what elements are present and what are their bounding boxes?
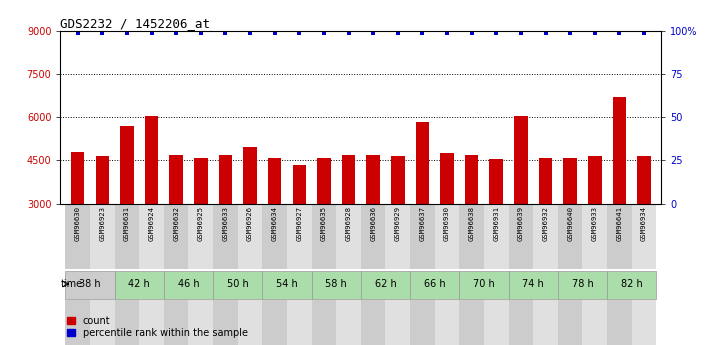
FancyBboxPatch shape [114, 204, 139, 345]
FancyBboxPatch shape [631, 204, 656, 345]
Bar [391, 156, 405, 204]
Text: 50 h: 50 h [227, 279, 249, 289]
Bar [145, 116, 159, 204]
FancyBboxPatch shape [90, 204, 114, 345]
Bar [613, 97, 626, 204]
Bar [440, 153, 454, 204]
Bar [539, 158, 552, 204]
FancyBboxPatch shape [237, 204, 262, 345]
Bar [213, 270, 262, 298]
Bar [459, 270, 508, 298]
FancyBboxPatch shape [410, 204, 434, 345]
Text: 58 h: 58 h [326, 279, 347, 289]
Bar [514, 116, 528, 204]
Bar [71, 152, 85, 204]
Bar [410, 270, 459, 298]
Bar [95, 156, 109, 204]
Text: time: time [61, 279, 83, 289]
Text: 42 h: 42 h [129, 279, 150, 289]
Bar [311, 270, 361, 298]
Bar [563, 158, 577, 204]
FancyBboxPatch shape [262, 204, 287, 345]
Text: 78 h: 78 h [572, 279, 593, 289]
FancyBboxPatch shape [484, 204, 508, 345]
Bar [416, 122, 429, 204]
Bar [169, 155, 183, 204]
FancyBboxPatch shape [533, 204, 558, 345]
Bar [114, 270, 164, 298]
Bar [637, 156, 651, 204]
Bar [465, 155, 479, 204]
FancyBboxPatch shape [164, 204, 188, 345]
Bar [366, 155, 380, 204]
Text: 70 h: 70 h [473, 279, 495, 289]
Legend: count, percentile rank within the sample: count, percentile rank within the sample [65, 314, 250, 340]
Bar [292, 165, 306, 204]
Text: 54 h: 54 h [276, 279, 298, 289]
FancyBboxPatch shape [582, 204, 607, 345]
Bar [268, 158, 282, 204]
Text: 62 h: 62 h [375, 279, 396, 289]
FancyBboxPatch shape [508, 204, 533, 345]
FancyBboxPatch shape [188, 204, 213, 345]
Bar [361, 270, 410, 298]
Bar [489, 159, 503, 204]
Text: 82 h: 82 h [621, 279, 643, 289]
FancyBboxPatch shape [607, 204, 631, 345]
Bar [194, 158, 208, 204]
FancyBboxPatch shape [139, 204, 164, 345]
FancyBboxPatch shape [287, 204, 311, 345]
Bar [508, 270, 558, 298]
FancyBboxPatch shape [65, 204, 90, 345]
Text: 38 h: 38 h [79, 279, 101, 289]
Text: 74 h: 74 h [523, 279, 544, 289]
Text: 66 h: 66 h [424, 279, 446, 289]
Bar [219, 155, 232, 204]
FancyBboxPatch shape [558, 204, 582, 345]
Bar [588, 156, 602, 204]
Text: GDS2232 / 1452206_at: GDS2232 / 1452206_at [60, 17, 210, 30]
Bar [317, 158, 331, 204]
Bar [342, 155, 356, 204]
Bar [558, 270, 607, 298]
FancyBboxPatch shape [434, 204, 459, 345]
Bar [65, 270, 114, 298]
Bar [243, 148, 257, 204]
Bar [120, 126, 134, 204]
Bar [607, 270, 656, 298]
FancyBboxPatch shape [459, 204, 484, 345]
Bar [164, 270, 213, 298]
FancyBboxPatch shape [361, 204, 385, 345]
FancyBboxPatch shape [213, 204, 237, 345]
Text: 46 h: 46 h [178, 279, 199, 289]
FancyBboxPatch shape [311, 204, 336, 345]
Bar [262, 270, 311, 298]
FancyBboxPatch shape [385, 204, 410, 345]
FancyBboxPatch shape [336, 204, 361, 345]
